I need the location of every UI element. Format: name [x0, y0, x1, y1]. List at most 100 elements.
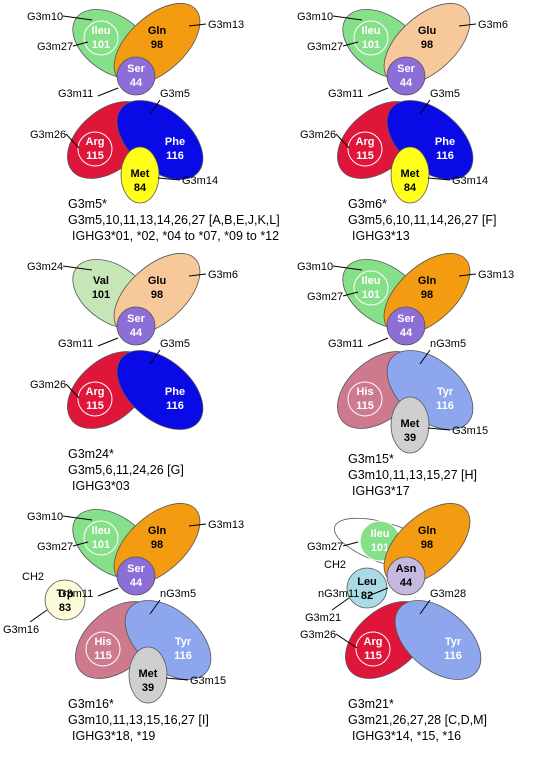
annotation-top-left-b: G3m27	[307, 541, 343, 553]
annotation-top-right: G3m13	[208, 519, 244, 531]
residue-top_left-name: Ileu	[362, 275, 381, 287]
residue-center-name: Ser	[127, 313, 145, 325]
annotation-top-left-a: G3m10	[27, 511, 63, 523]
inner-ring-lower	[347, 131, 383, 167]
leader-top-left-a	[62, 15, 93, 21]
caption-line3: IGHG3*01, *02, *04 to *07, *09 to *12	[72, 229, 279, 243]
annotation-top-right: G3m13	[208, 19, 244, 31]
leader-mid-right	[419, 599, 431, 615]
caption-line1: G3m5*	[68, 197, 107, 211]
residue-top_right-name: Gln	[148, 25, 167, 37]
caption-line1: G3m16*	[68, 697, 114, 711]
residue-top_left-name: Val	[93, 275, 109, 287]
caption-line3: IGHG3*03	[72, 479, 130, 493]
residue-top_right-name: Glu	[148, 275, 166, 287]
residue-side-position: 83	[59, 602, 71, 614]
residue-bottom_left-position: 115	[356, 400, 374, 412]
residue-center-name: Ser	[397, 63, 415, 75]
residue-bottom_right-ellipse	[394, 600, 482, 680]
leader-center	[367, 587, 389, 597]
residue-top_right-name: Gln	[148, 525, 167, 537]
residue-bottom_right-position: 116	[166, 400, 184, 412]
residue-bottom_left-name: Arg	[86, 136, 105, 148]
caption-line3: IGHG3*14, *15, *16	[352, 729, 461, 743]
annotation-bottom-left: G3m26	[300, 629, 336, 641]
residue-bottom_right-name: Tyr	[445, 636, 462, 648]
panel-g3m15: Ileu 101 Gln 98 Ser 44 His 115 Tyr 116 Met 39 G3m10 G…	[297, 253, 514, 498]
inner-ring	[353, 270, 389, 306]
residue-bottom-ellipse	[120, 146, 160, 204]
annotation-top-right: G3m13	[478, 269, 514, 281]
inner-ring-lower	[77, 381, 113, 417]
annotation-side-bottom: G3m16	[3, 624, 39, 636]
caption-line2: G3m5,10,11,13,14,26,27 [A,B,E,J,K,L]	[68, 213, 280, 227]
leader-side	[331, 597, 350, 611]
annotation-bottom-left: G3m26	[30, 129, 66, 141]
caption-line1: G3m21*	[348, 697, 394, 711]
leader-mid-right	[149, 599, 161, 615]
leader-bottom	[157, 177, 181, 181]
residue-bottom_right-position: 116	[444, 650, 462, 662]
leader-center	[367, 337, 389, 347]
inner-ring-lower	[355, 631, 391, 667]
residue-bottom-ellipse	[390, 146, 430, 204]
residue-top_left-position: 101	[371, 542, 389, 554]
residue-bottom-position: 84	[404, 182, 417, 194]
leader-top-left-a	[332, 15, 363, 21]
leader-mid-right	[149, 349, 161, 365]
annotation-mid-right: G3m5	[430, 88, 460, 100]
panel-g3m24: Val 101 Glu 98 Ser 44 Arg 115 Phe 116 G3m24 G3m6 G3m…	[27, 253, 238, 493]
residue-center-ellipse	[116, 556, 156, 596]
caption-line2: G3m5,6,10,11,14,26,27 [F]	[348, 213, 496, 227]
residue-top_left-position: 101	[92, 289, 110, 301]
panel-g3m5: Ileu 101 Gln 98 Ser 44 Arg 115 Phe 116 Met 84 G3m10 G…	[27, 3, 280, 243]
caption-line2: G3m5,6,11,24,26 [G]	[68, 463, 184, 477]
residue-center-position: 44	[400, 327, 413, 339]
leader-top-left-b	[342, 541, 359, 547]
residue-bottom_right-position: 116	[166, 150, 184, 162]
residue-center-ellipse	[116, 306, 156, 346]
caption-line3: IGHG3*13	[352, 229, 410, 243]
residue-bottom_right-name: Phe	[165, 136, 185, 148]
residue-center-ellipse	[116, 56, 156, 96]
residue-bottom_right-name: Phe	[435, 136, 455, 148]
leader-bottom-left	[335, 633, 358, 649]
inner-ring-lower	[85, 631, 121, 667]
leader-center	[97, 87, 119, 97]
annotation-top-left-a: G3m10	[297, 261, 333, 273]
annotation-center: G3m11	[328, 338, 363, 350]
leader-bottom	[165, 677, 189, 681]
residue-bottom-name: Met	[131, 168, 150, 180]
residue-top_right-name: Gln	[418, 525, 437, 537]
residue-bottom_left-name: His	[94, 636, 111, 648]
residue-top_left-position: 101	[362, 39, 380, 51]
leader-bottom	[427, 427, 451, 431]
leader-bottom	[427, 177, 451, 181]
residue-side-position: 82	[361, 590, 373, 602]
leader-top-right	[188, 23, 207, 27]
residue-center-name: Asn	[396, 563, 417, 575]
annotation-top-left-a: G3m10	[297, 11, 333, 23]
residue-top_right-position: 98	[421, 539, 433, 551]
residue-bottom-name: Met	[401, 168, 420, 180]
leader-top-right	[188, 273, 207, 277]
annotation-bottom: G3m14	[182, 175, 218, 187]
inner-ring-lower	[77, 131, 113, 167]
annotation-bottom-left: G3m26	[300, 129, 336, 141]
residue-top_left-name: Ileu	[92, 25, 111, 37]
residue-bottom_left-position: 115	[356, 150, 374, 162]
residue-top_right-name: Glu	[418, 25, 436, 37]
caption-line2: G3m21,26,27,28 [C,D,M]	[348, 713, 487, 727]
residue-bottom-ellipse	[128, 646, 168, 704]
annotation-top-left-a: G3m24	[27, 261, 63, 273]
leader-top-right	[188, 523, 207, 527]
caption-line3: IGHG3*18, *19	[72, 729, 155, 743]
residue-bottom_right-position: 116	[436, 400, 454, 412]
leader-bottom-left	[65, 383, 80, 399]
residue-side-name: Trp	[56, 588, 73, 600]
residue-top_right-name: Gln	[418, 275, 437, 287]
leader-top-left-a	[62, 515, 93, 521]
residue-bottom_left-name: Arg	[364, 636, 383, 648]
residue-bottom_left-name: Arg	[356, 136, 375, 148]
